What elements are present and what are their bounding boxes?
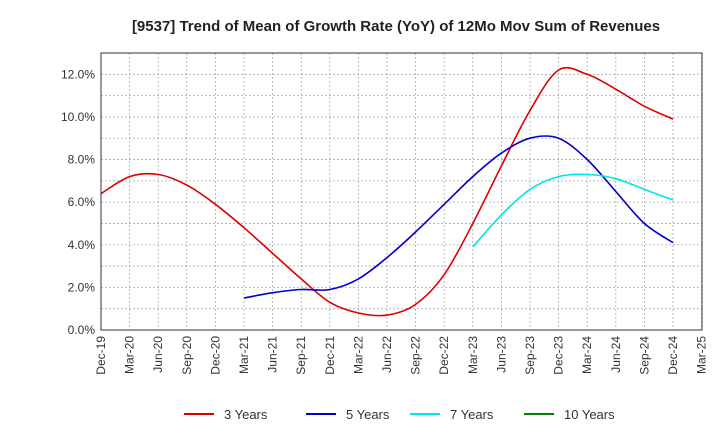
plot-area <box>100 52 703 331</box>
legend: 3 Years 5 Years 7 Years 10 Years <box>184 407 615 422</box>
x-tick-label: Sep-24 <box>637 336 651 375</box>
y-tick-label: 8.0% <box>68 153 96 167</box>
x-tick-label: Dec-22 <box>437 336 451 375</box>
y-tick-label: 6.0% <box>68 195 96 209</box>
y-tick-label: 10.0% <box>61 110 95 124</box>
y-tick-label: 0.0% <box>68 323 96 337</box>
x-tick-label: Mar-23 <box>466 336 480 374</box>
x-tick-label: Mar-22 <box>351 336 365 374</box>
x-tick-label: Jun-21 <box>266 336 280 373</box>
x-tick-label: Dec-20 <box>208 336 222 375</box>
series-line-5-years <box>243 135 674 299</box>
x-tick-label: Dec-19 <box>94 336 108 375</box>
x-tick-label: Mar-24 <box>580 336 594 374</box>
x-tick-label: Sep-23 <box>523 336 537 375</box>
x-tick-label: Dec-21 <box>323 336 337 375</box>
legend-label: 3 Years <box>224 407 268 422</box>
legend-label: 10 Years <box>564 407 615 422</box>
y-tick-label: 12.0% <box>61 67 95 81</box>
legend-label: 5 Years <box>346 407 390 422</box>
x-tick-label: Mar-25 <box>695 336 709 374</box>
y-tick-label: 4.0% <box>68 238 96 252</box>
x-tick-label: Jun-20 <box>151 336 165 373</box>
chart-title: [9537] Trend of Mean of Growth Rate (YoY… <box>132 18 660 35</box>
x-tick-label: Jun-22 <box>380 336 394 373</box>
x-tick-label: Dec-23 <box>552 336 566 375</box>
series-line-3-years <box>100 66 674 317</box>
x-tick-label: Dec-24 <box>666 336 680 375</box>
series-line-7-years <box>472 173 674 248</box>
x-tick-label: Sep-21 <box>294 336 308 375</box>
x-tick-label: Mar-20 <box>123 336 137 374</box>
y-tick-label: 2.0% <box>68 280 96 294</box>
x-tick-label: Sep-22 <box>409 336 423 375</box>
x-tick-label: Sep-20 <box>180 336 194 375</box>
x-tick-label: Jun-23 <box>494 336 508 373</box>
series-lines <box>100 66 674 317</box>
x-tick-label: Mar-21 <box>237 336 251 374</box>
x-axis: Dec-19 Mar-20 Jun-20 Sep-20 Dec-20 Mar-21 Jun-… <box>94 336 709 375</box>
legend-label: 7 Years <box>450 407 494 422</box>
grid <box>101 53 702 330</box>
x-tick-label: Jun-24 <box>609 336 623 373</box>
y-axis: 0.0% 2.0% 4.0% 6.0% 8.0% 10.0% 12.0% <box>61 67 95 337</box>
